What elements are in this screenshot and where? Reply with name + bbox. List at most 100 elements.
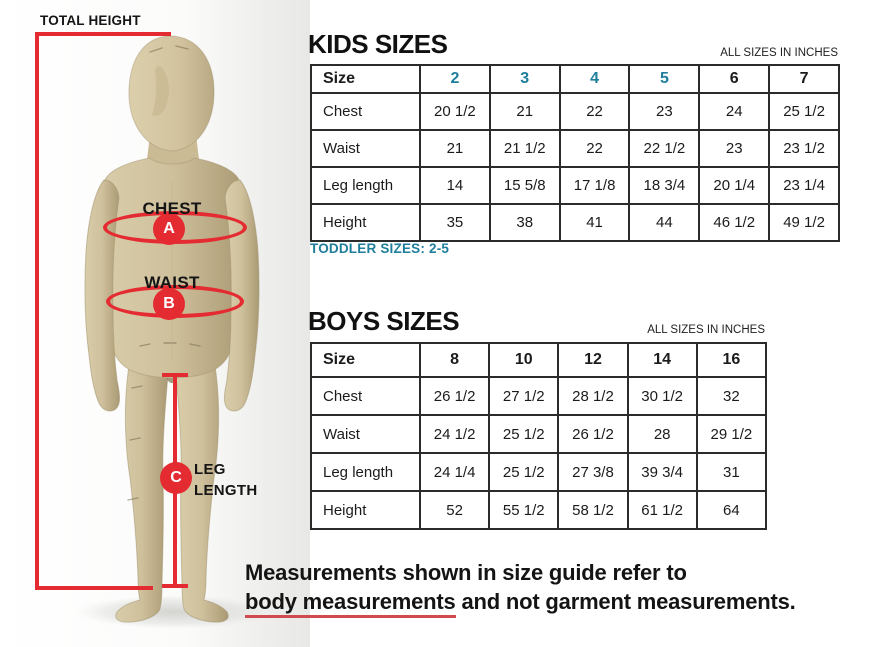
size-value-cell: 14 [419,166,491,205]
boys-sizes-title: BOYS SIZES [308,306,460,336]
size-value-cell: 29 1/2 [695,414,768,454]
size-value-cell: 44 [628,203,701,242]
size-value-cell: 61 1/2 [626,490,698,530]
size-value-cell: 49 1/2 [768,203,840,242]
size-value-cell: 39 3/4 [626,452,698,492]
mannequin-left-leg [115,365,169,623]
row-label: Waist [310,414,421,454]
leg-length-label-line2: LENGTH [194,482,258,499]
size-value-cell: 35 [419,203,491,242]
col-header-14: 14 [626,342,698,378]
leg-length-tick-bottom [162,584,188,588]
size-value-cell: 23 1/4 [768,166,840,205]
table-row-leg-length: Leg length 24 1/4 25 1/2 27 3/8 39 3/4 31 [310,452,768,492]
col-header-size: Size [310,64,421,94]
size-value-cell: 52 [418,490,491,530]
measurement-note: Measurements shown in size guide refer t… [245,558,796,618]
table-row-waist: Waist 21 21 1/2 22 22 1/2 23 23 1/2 [310,129,840,168]
size-value-cell: 21 [419,129,491,168]
col-header-5: 5 [628,64,701,94]
table-row-waist: Waist 24 1/2 25 1/2 26 1/2 28 29 1/2 [310,414,768,454]
col-header-3: 3 [488,64,561,94]
size-value-cell: 38 [488,203,561,242]
size-value-cell: 21 [488,92,561,131]
size-value-cell: 46 1/2 [698,203,771,242]
stitch-marks [127,45,201,501]
size-value-cell: 20 1/4 [698,166,771,205]
table-row-chest: Chest 20 1/2 21 22 23 24 25 1/2 [310,92,840,131]
col-header-12: 12 [557,342,629,378]
size-value-cell: 25 1/2 [488,452,560,492]
size-value-cell: 32 [695,376,768,416]
size-value-cell: 21 1/2 [488,129,561,168]
col-header-2: 2 [419,64,491,94]
size-value-cell: 23 1/2 [768,129,840,168]
kids-units-note: ALL SIZES IN INCHES [720,47,838,59]
row-label: Waist [310,129,421,168]
size-value-cell: 24 [698,92,771,131]
col-header-4: 4 [558,64,631,94]
size-value-cell: 22 1/2 [628,129,701,168]
size-value-cell: 27 1/2 [488,376,560,416]
size-value-cell: 28 1/2 [557,376,629,416]
size-value-cell: 55 1/2 [488,490,560,530]
measurement-note-line2: body measurements and not garment measur… [245,587,796,618]
size-value-cell: 30 1/2 [626,376,698,416]
chest-marker-badge: A [153,213,185,245]
size-value-cell: 17 1/8 [558,166,631,205]
child-mannequin-illustration [0,0,310,647]
boys-sizes-table: Size 8 10 12 14 16 Chest 26 1/2 27 1/2 28 1/2 30 1… [310,342,768,530]
row-label: Chest [310,376,421,416]
leg-length-label: LEG LENGTH [194,459,257,501]
waist-label: WAIST [144,273,200,292]
table-row-height: Height 35 38 41 44 46 1/2 49 1/2 [310,203,840,242]
size-value-cell: 15 5/8 [488,166,561,205]
size-value-cell: 22 [558,129,631,168]
table-row-height: Height 52 55 1/2 58 1/2 61 1/2 64 [310,490,768,530]
size-value-cell: 22 [558,92,631,131]
chest-label: CHEST [142,199,202,218]
mannequin-figure-area: A B C TOTAL HEIGHT CHEST WAIST LEG LENGT… [0,0,310,647]
table-row-leg-length: Leg length 14 15 5/8 17 1/8 18 3/4 20 1/4 23 1… [310,166,840,205]
size-value-cell: 26 1/2 [418,376,491,416]
size-value-cell: 18 3/4 [628,166,701,205]
col-header-6: 6 [698,64,771,94]
size-value-cell: 28 [626,414,698,454]
boys-units-note: ALL SIZES IN INCHES [647,324,765,336]
row-label: Chest [310,92,421,131]
col-header-7: 7 [768,64,840,94]
size-value-cell: 23 [628,92,701,131]
size-value-cell: 26 1/2 [557,414,629,454]
col-header-8: 8 [418,342,491,378]
size-value-cell: 23 [698,129,771,168]
size-value-cell: 27 3/8 [557,452,629,492]
mannequin-right-leg [175,365,229,623]
total-height-line-vertical [35,32,39,590]
size-value-cell: 24 1/4 [418,452,491,492]
size-value-cell: 24 1/2 [418,414,491,454]
size-value-cell: 64 [695,490,768,530]
size-value-cell: 58 1/2 [557,490,629,530]
size-value-cell: 41 [558,203,631,242]
size-value-cell: 31 [695,452,768,492]
col-header-size: Size [310,342,421,378]
size-value-cell: 25 1/2 [488,414,560,454]
waist-marker-badge: B [153,288,185,320]
row-label: Leg length [310,452,421,492]
size-value-cell: 25 1/2 [768,92,840,131]
measurement-note-line1: Measurements shown in size guide refer t… [245,560,687,585]
col-header-10: 10 [488,342,560,378]
measurement-note-line2-rest: and not garment measurements. [455,589,796,614]
kids-sizes-title: KIDS SIZES [308,29,448,59]
row-label: Leg length [310,166,421,205]
size-value-cell: 20 1/2 [419,92,491,131]
col-header-16: 16 [695,342,768,378]
row-label: Height [310,203,421,242]
total-height-line-top [35,32,171,36]
body-measurements-underlined-text: body measurements [245,589,456,618]
leg-length-tick-top [162,373,188,377]
mannequin-head [128,35,215,152]
total-height-line-bottom [35,586,153,590]
row-label: Height [310,490,421,530]
